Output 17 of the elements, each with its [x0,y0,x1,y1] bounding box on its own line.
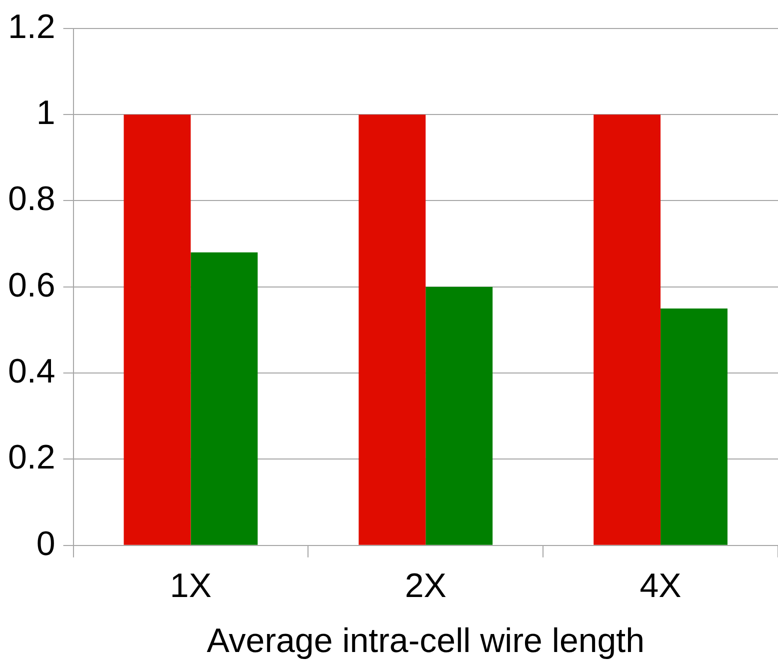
bar [124,114,191,545]
y-tick-label: 1.2 [8,8,56,46]
x-tick-label: 4X [640,567,682,606]
y-tick-label: 1 [36,94,56,132]
bar [190,252,258,545]
bar [358,114,426,545]
x-tick-label: 2X [404,567,446,606]
y-tick-label: 0.2 [8,438,56,477]
bar [594,114,661,545]
y-tick-label: 0.8 [8,180,56,218]
y-tick-label: 0.6 [8,266,56,304]
x-axis-title: Average intra-cell wire length [206,622,645,660]
y-tick-label: 0.4 [8,352,56,390]
x-tick-label: 1X [170,567,212,606]
bar [660,308,728,545]
y-tick-label: 0 [36,524,56,563]
bar [426,286,493,545]
